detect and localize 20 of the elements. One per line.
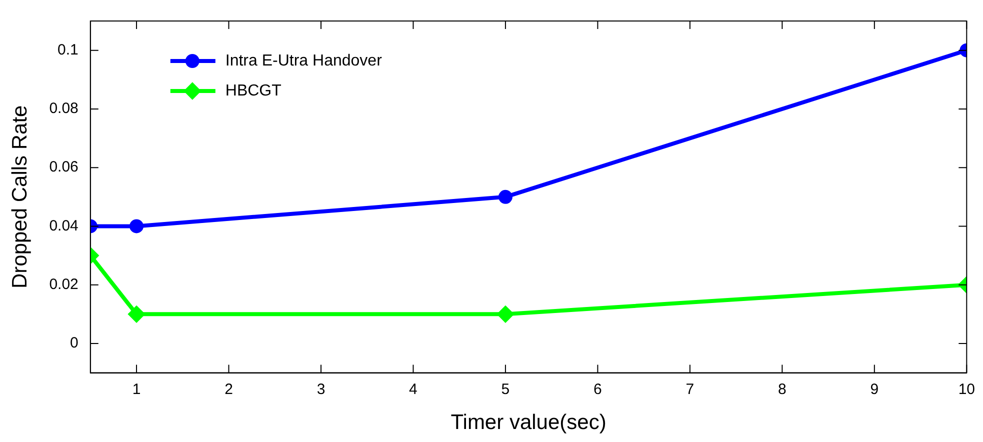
x-tick-label: 9 <box>870 380 879 398</box>
legend-label: HBCGT <box>225 82 282 100</box>
y-tick-label: 0.04 <box>49 217 78 234</box>
y-tick-label: 0.08 <box>49 100 78 118</box>
y-axis-title: Dropped Calls Rate <box>8 105 32 289</box>
y-tick-label: 0.1 <box>58 41 78 58</box>
x-tick-label: 1 <box>132 380 141 398</box>
y-tick-label: 0.02 <box>49 276 78 293</box>
legend-label: Intra E-Utra Handover <box>225 52 383 70</box>
x-tick-label: 7 <box>686 380 694 398</box>
x-tick-label: 5 <box>501 380 510 398</box>
x-tick-label: 6 <box>594 380 602 398</box>
y-tick-label: 0 <box>70 334 78 352</box>
x-tick-label: 10 <box>958 380 975 398</box>
x-tick-label: 3 <box>316 380 326 398</box>
y-tick-label: 0.06 <box>49 158 78 176</box>
x-axis-title: Timer value(sec) <box>450 411 606 434</box>
x-tick-label: 8 <box>778 380 786 398</box>
x-tick-label: 2 <box>224 380 233 398</box>
x-tick-label: 4 <box>409 380 418 398</box>
